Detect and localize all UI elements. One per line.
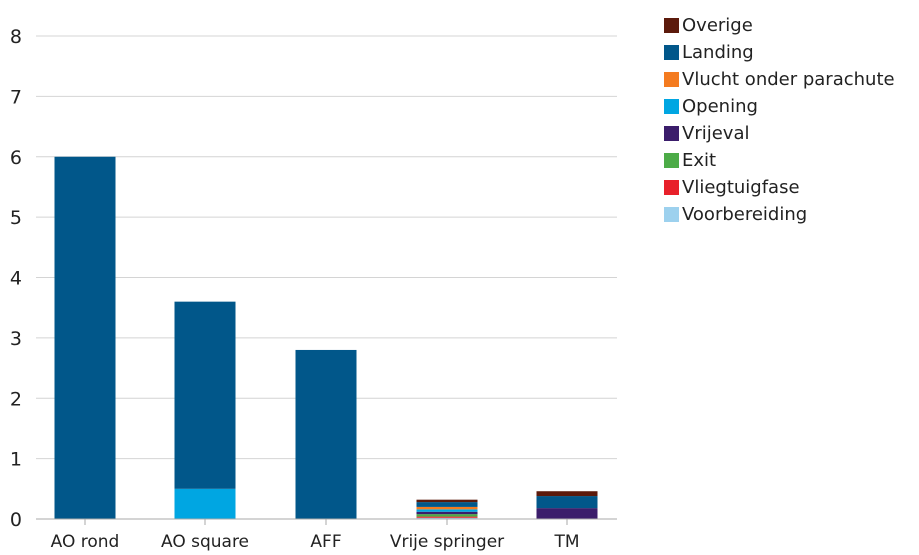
legend-item: Overige bbox=[664, 12, 895, 39]
y-axis-tick-labels: 0 1 2 3 4 5 6 7 8 bbox=[10, 26, 22, 531]
legend-swatch bbox=[664, 99, 679, 114]
bar-segment bbox=[536, 496, 598, 509]
bar-segment bbox=[536, 508, 598, 519]
legend-swatch bbox=[664, 126, 679, 141]
legend-swatch bbox=[664, 18, 679, 33]
bar-segment bbox=[536, 491, 598, 497]
y-tick-label: 1 bbox=[10, 449, 22, 471]
bar-segment bbox=[416, 517, 478, 519]
x-category-label: AFF bbox=[310, 532, 341, 552]
x-category-label: Vrije springer bbox=[390, 532, 504, 552]
bar-segment bbox=[54, 156, 116, 519]
y-tick-label: 4 bbox=[10, 268, 22, 290]
legend-item: Voorbereiding bbox=[664, 201, 895, 228]
x-category-label: AO square bbox=[161, 532, 249, 552]
legend-item: Opening bbox=[664, 93, 895, 120]
legend-item: Vrijeval bbox=[664, 120, 895, 147]
bar-segment bbox=[416, 511, 478, 515]
bar-segment bbox=[174, 488, 236, 519]
legend-swatch bbox=[664, 180, 679, 195]
legend-label: Voorbereiding bbox=[682, 204, 808, 225]
bar-segment bbox=[416, 509, 478, 512]
y-tick-label: 5 bbox=[10, 207, 22, 229]
legend-label: Landing bbox=[682, 42, 754, 63]
y-tick-label: 3 bbox=[10, 328, 22, 350]
legend-label: Vliegtuigfase bbox=[682, 177, 800, 198]
bar-segment bbox=[416, 499, 478, 503]
legend: Overige Landing Vlucht onder parachute Open… bbox=[664, 12, 895, 228]
legend-label: Opening bbox=[682, 96, 758, 117]
legend-label: Overige bbox=[682, 15, 753, 36]
x-category-label: TM bbox=[553, 532, 579, 552]
legend-swatch bbox=[664, 207, 679, 222]
y-tick-label: 6 bbox=[10, 147, 22, 169]
legend-item: Landing bbox=[664, 39, 895, 66]
bar-segment bbox=[416, 514, 478, 517]
y-tick-label: 8 bbox=[10, 26, 22, 48]
gridlines bbox=[36, 35, 617, 460]
legend-item: Exit bbox=[664, 147, 895, 174]
legend-label: Exit bbox=[682, 150, 717, 171]
legend-swatch bbox=[664, 45, 679, 60]
bar-segment bbox=[416, 516, 478, 518]
bar-segment bbox=[174, 301, 236, 489]
y-tick-label: 2 bbox=[10, 388, 22, 410]
bar-segment bbox=[416, 502, 478, 507]
legend-label: Vlucht onder parachute bbox=[682, 69, 895, 90]
x-category-label: AO rond bbox=[51, 532, 120, 552]
x-axis-category-labels: AO rond AO square AFF Vrije springer TM bbox=[51, 519, 580, 552]
legend-item: Vlucht onder parachute bbox=[664, 66, 895, 93]
y-tick-label: 7 bbox=[10, 86, 22, 108]
legend-label: Vrijeval bbox=[682, 123, 750, 144]
legend-swatch bbox=[664, 72, 679, 87]
bars bbox=[54, 156, 598, 519]
bar-segment bbox=[295, 349, 357, 519]
bar-segment bbox=[416, 506, 478, 510]
y-tick-label: 0 bbox=[10, 509, 22, 531]
legend-swatch bbox=[664, 153, 679, 168]
legend-item: Vliegtuigfase bbox=[664, 174, 895, 201]
